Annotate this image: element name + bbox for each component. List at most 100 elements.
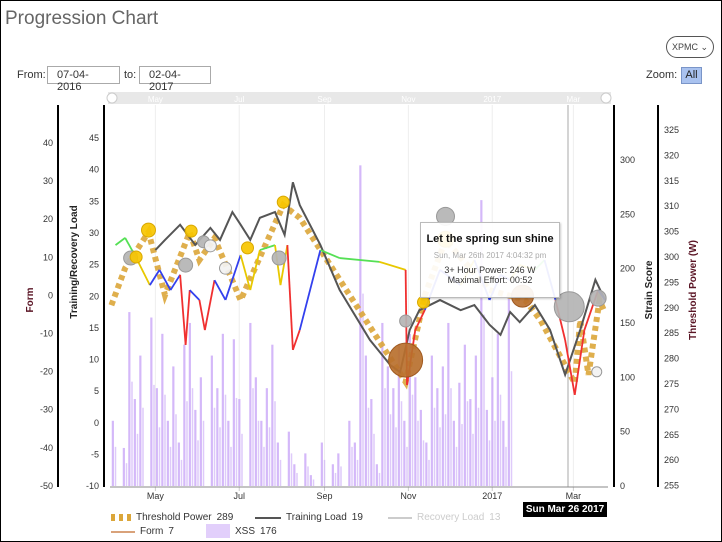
form-swatch — [111, 530, 135, 533]
legend-training-load[interactable]: Training Load 19 — [255, 512, 363, 523]
event-marker-gold[interactable] — [276, 195, 290, 209]
legend-threshold-power[interactable]: Threshold Power 289 — [111, 512, 233, 523]
strain-tick-label: 100 — [620, 372, 635, 382]
legend-form[interactable]: Form 7 — [111, 526, 174, 537]
form-line-segment — [320, 249, 340, 259]
event-marker-gray[interactable] — [271, 250, 287, 266]
xss-bar — [417, 420, 419, 486]
to-label: to: — [124, 69, 137, 81]
xss-bar — [340, 466, 342, 486]
xss-bar — [411, 394, 414, 486]
form-line-segment — [184, 289, 191, 345]
event-marker-gold[interactable] — [129, 250, 143, 264]
xss-bar — [496, 333, 499, 486]
xss-bar — [491, 377, 494, 486]
event-marker-white[interactable] — [203, 239, 217, 253]
power-tick-label: 270 — [664, 404, 679, 414]
xss-bar — [227, 420, 230, 486]
xss-bar — [136, 433, 139, 486]
form-line-segment — [249, 249, 261, 291]
xss-bar — [425, 442, 428, 486]
xss-bar — [309, 475, 312, 486]
xss-bar — [397, 344, 400, 486]
zoom-all-button[interactable]: All — [681, 67, 702, 84]
load-tick-label: -5 — [91, 450, 99, 460]
x-tick-label: Mar — [566, 491, 582, 501]
form-line-segment — [158, 269, 172, 291]
tooltip-line-effort: Maximal Effort: 00:52 — [447, 275, 533, 285]
form-tick-label: -20 — [40, 367, 53, 377]
form-line-segment — [169, 274, 181, 291]
zoom-label: Zoom: — [646, 69, 678, 81]
legend-label: Threshold Power — [136, 512, 212, 523]
xss-bar — [386, 366, 389, 486]
event-marker-gray[interactable] — [589, 289, 607, 307]
xss-bar — [276, 442, 279, 486]
form-line-segment — [259, 244, 276, 251]
xss-bar — [175, 414, 177, 486]
xss-swatch — [206, 524, 230, 538]
xss-bar — [400, 401, 403, 486]
xss-bar — [274, 401, 276, 486]
xss-bar — [186, 401, 188, 486]
xss-bar — [450, 388, 452, 486]
crosshair-date-label: Sun Mar 26 2017 — [523, 502, 607, 517]
load-tick-label: 45 — [89, 133, 99, 143]
legend-value: 176 — [260, 525, 277, 537]
tooltip-title: Let the spring sun shine — [426, 233, 554, 245]
athlete-select-button[interactable]: XPMC ⌄ — [666, 36, 714, 58]
xss-bar — [166, 420, 169, 486]
event-marker-gold[interactable] — [141, 222, 156, 238]
navigator-label: May — [148, 95, 163, 104]
xss-bar — [441, 366, 444, 486]
xss-bar — [131, 381, 133, 486]
to-date-input[interactable]: 02-04-2017 — [139, 66, 211, 93]
navigator-handle-right[interactable] — [600, 92, 612, 104]
xss-bar — [158, 427, 161, 486]
load-tick-label: 30 — [89, 228, 99, 238]
xss-bar — [142, 407, 144, 486]
xss-bar — [375, 464, 378, 486]
legend-xss[interactable]: XSS 176 — [206, 524, 277, 538]
xss-bar — [488, 440, 491, 486]
event-marker-gray[interactable] — [178, 257, 194, 273]
event-marker-gray[interactable] — [553, 291, 585, 323]
xss-bar — [241, 433, 243, 486]
xss-bar — [210, 355, 213, 486]
power-tick-label: 285 — [664, 328, 679, 338]
strain-tick-label: 200 — [620, 264, 635, 274]
power-tick-label: 305 — [664, 227, 679, 237]
xss-bar — [364, 355, 367, 486]
strain-tick-label: 0 — [620, 481, 625, 491]
xss-bar — [428, 459, 430, 486]
navigator-bar — [108, 92, 611, 104]
legend-recovery-load[interactable]: Recovery Load 13 — [388, 512, 500, 523]
event-marker-white[interactable] — [591, 366, 603, 378]
tooltip-date: Sun, Mar 26th 2017 4:04:32 pm — [433, 251, 547, 260]
event-marker-white[interactable] — [219, 261, 232, 275]
navigator-handle-left[interactable] — [106, 92, 118, 104]
load-tick-label: 10 — [89, 355, 99, 365]
xss-bar — [238, 399, 241, 486]
form-tick-label: -40 — [40, 443, 53, 453]
from-date-input[interactable]: 07-04-2016 — [47, 66, 120, 93]
form-tick-label: -50 — [40, 481, 53, 491]
event-marker-brown[interactable] — [388, 342, 424, 378]
xss-bar — [268, 427, 271, 486]
xss-bar — [194, 409, 197, 486]
load-tick-label: 5 — [94, 386, 99, 396]
event-marker-gold[interactable] — [417, 295, 430, 309]
event-marker-gold[interactable] — [241, 241, 254, 255]
event-marker-gold[interactable] — [184, 224, 198, 238]
load-tick-label: 20 — [89, 291, 99, 301]
xss-bar — [447, 322, 450, 486]
event-marker-gray[interactable] — [399, 314, 413, 328]
xss-bar — [337, 453, 340, 486]
xss-bar — [271, 344, 274, 486]
xss-bar — [378, 472, 381, 486]
xss-bar — [430, 355, 433, 486]
xss-bar — [461, 424, 463, 486]
xss-bar — [230, 446, 232, 486]
xss-bar — [373, 433, 375, 486]
xss-bar — [510, 371, 513, 486]
